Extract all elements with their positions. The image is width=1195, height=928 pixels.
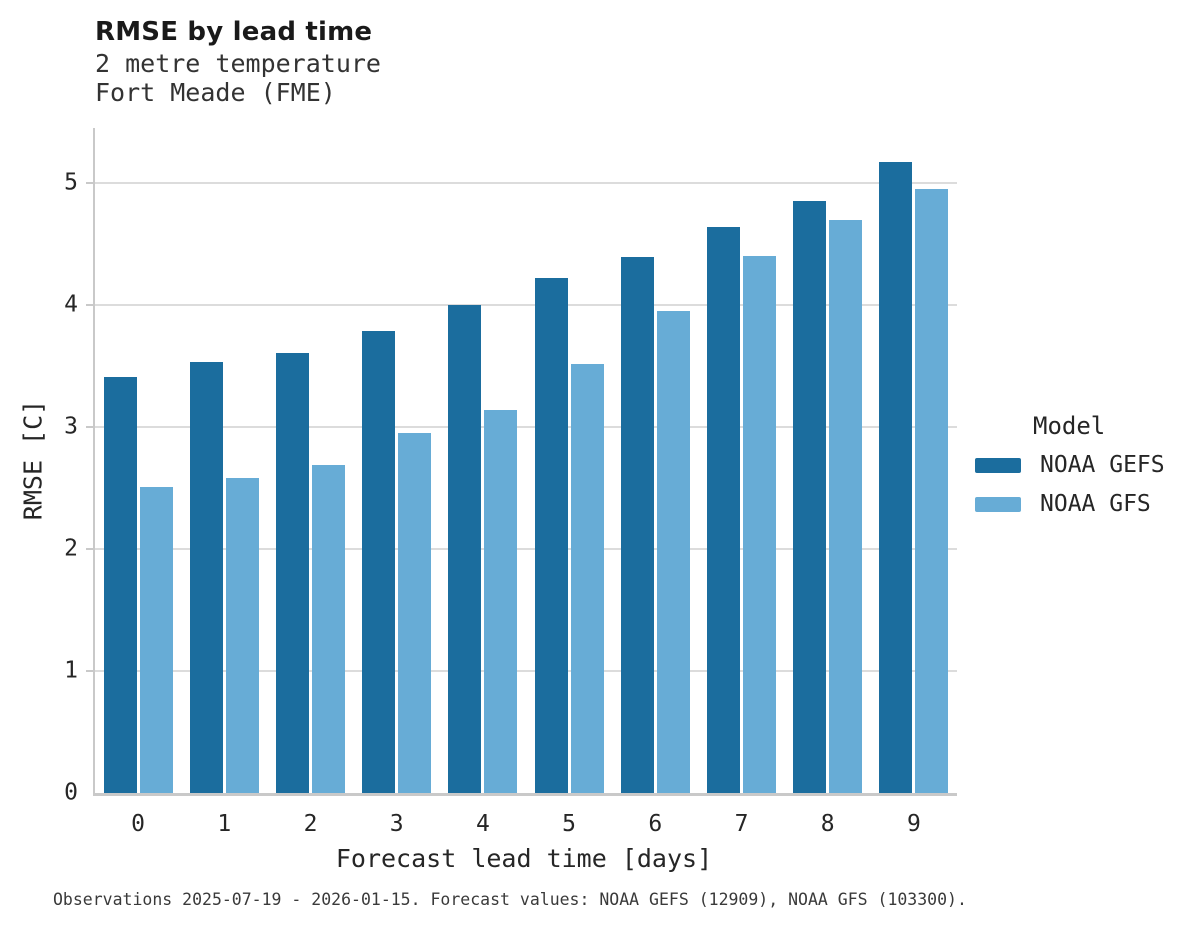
y-tick-mark: [86, 181, 93, 184]
x-tick-label: 6: [648, 811, 663, 837]
legend-swatch-icon: [975, 496, 1021, 512]
bar-noaa-gefs-day6: [620, 257, 654, 793]
y-tick-label: 5: [64, 169, 78, 196]
y-tick-mark: [86, 303, 93, 306]
gridline-y3: [95, 425, 957, 428]
bar-noaa-gfs-day1: [225, 478, 259, 793]
y-tick-label: 3: [64, 413, 78, 440]
legend-title: Model: [1033, 412, 1106, 440]
bar-noaa-gfs-day9: [915, 189, 949, 793]
y-tick-label: 1: [64, 657, 78, 684]
bar-noaa-gefs-day5: [534, 278, 568, 793]
x-tick-label: 5: [562, 811, 577, 837]
gridline-y2: [95, 547, 957, 550]
bar-noaa-gefs-day9: [879, 162, 913, 793]
y-tick-label: 4: [64, 291, 78, 318]
bar-noaa-gefs-day7: [707, 226, 740, 793]
chart-subtitle-variable: 2 metre temperature: [95, 49, 381, 78]
x-tick-label: 3: [389, 811, 404, 837]
y-tick-label: 2: [64, 535, 78, 562]
footer-caption: Observations 2025-07-19 - 2026-01-15. Fo…: [53, 890, 967, 909]
x-tick-label: 7: [734, 811, 749, 837]
bar-noaa-gfs-day8: [829, 219, 863, 793]
x-tick-label: 2: [303, 811, 318, 837]
x-tick-label: 0: [131, 811, 146, 837]
bar-noaa-gefs-day3: [362, 330, 396, 793]
chart-subtitle-station: Fort Meade (FME): [95, 78, 336, 107]
bar-noaa-gefs-day2: [276, 352, 309, 793]
gridline-y5: [95, 181, 957, 184]
legend-swatch-icon: [975, 457, 1021, 473]
bar-noaa-gfs-day6: [656, 311, 690, 793]
x-tick-label: 8: [820, 811, 835, 837]
bar-noaa-gfs-day0: [139, 486, 173, 793]
x-tick-label: 1: [217, 811, 232, 837]
gridline-y1: [95, 669, 957, 672]
legend-entry: NOAA GFS: [975, 491, 1165, 517]
y-axis-tick-labels: 0 1 2 3 4 5: [0, 128, 78, 804]
x-axis-title: Forecast lead time [days]: [335, 844, 713, 873]
y-tick-label: 0: [64, 779, 78, 806]
legend-entry: NOAA GEFS: [975, 452, 1165, 478]
bar-noaa-gfs-day5: [570, 363, 604, 793]
chart-title: RMSE by lead time: [95, 17, 373, 47]
x-tick-label: 4: [475, 811, 490, 837]
bar-noaa-gefs-day8: [793, 201, 827, 793]
legend-label: NOAA GFS: [1040, 491, 1151, 517]
y-tick-mark: [86, 547, 93, 550]
bar-noaa-gefs-day0: [103, 376, 137, 793]
chart-header: RMSE by lead time 2 metre temperature Fo…: [95, 16, 381, 107]
bar-noaa-gefs-day1: [189, 362, 223, 793]
legend-label: NOAA GEFS: [1040, 452, 1165, 478]
y-tick-mark: [86, 425, 93, 428]
y-tick-mark: [86, 669, 93, 672]
bar-noaa-gfs-day3: [398, 433, 432, 793]
plot-area: 0 1 2 3 4 5 6 7 8 9: [86, 128, 957, 837]
bar-noaa-gefs-day4: [448, 304, 482, 793]
x-tick-label: 9: [906, 811, 921, 837]
bar-noaa-gfs-day4: [484, 409, 518, 793]
legend: Model NOAA GEFS NOAA GFS: [975, 412, 1165, 530]
bar-noaa-gfs-day7: [743, 256, 776, 793]
gridline-y4: [95, 303, 957, 306]
bar-noaa-gfs-day2: [312, 464, 345, 793]
